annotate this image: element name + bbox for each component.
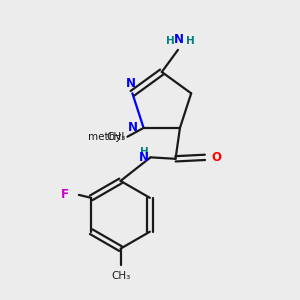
Text: O: O	[212, 151, 221, 164]
Text: N: N	[128, 122, 138, 134]
Text: H: H	[186, 36, 195, 46]
Text: H: H	[140, 147, 148, 157]
Text: H: H	[166, 36, 175, 46]
Text: CH₃: CH₃	[111, 271, 130, 281]
Text: F: F	[61, 188, 69, 201]
Text: N: N	[139, 151, 149, 164]
Text: N: N	[174, 33, 184, 46]
Text: N: N	[126, 77, 136, 90]
Text: methyl: methyl	[88, 132, 124, 142]
Text: CH₃: CH₃	[107, 132, 126, 142]
